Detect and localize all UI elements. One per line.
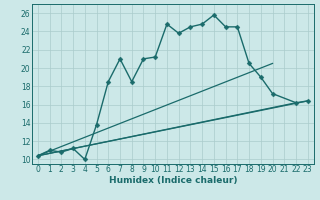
- X-axis label: Humidex (Indice chaleur): Humidex (Indice chaleur): [108, 176, 237, 185]
